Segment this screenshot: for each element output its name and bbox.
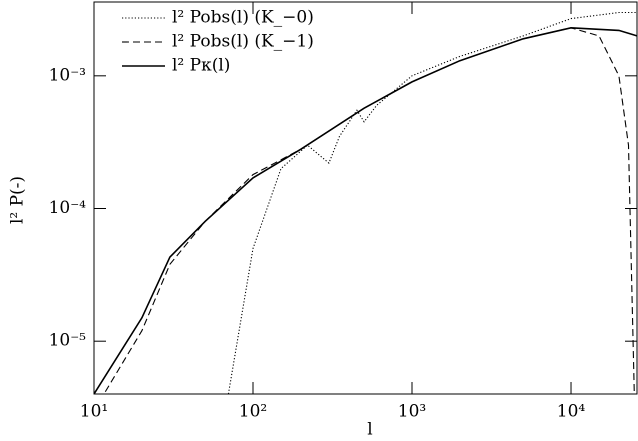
y-tick-label: 10⁻⁴ bbox=[49, 198, 87, 218]
legend-label: l² Pobs(l) (K_−1) bbox=[172, 32, 314, 52]
plot-area bbox=[94, 11, 637, 394]
y-tick-label: 10⁻⁵ bbox=[49, 331, 87, 351]
x-tick-label: 10³ bbox=[398, 402, 426, 422]
x-tick-label: 10² bbox=[239, 402, 267, 422]
plot-frame bbox=[93, 1, 638, 395]
y-axis-label: l² P(-) bbox=[8, 176, 28, 224]
x-tick-label: 10⁴ bbox=[557, 402, 586, 422]
legend-label: l² Pκ(l) bbox=[172, 56, 230, 76]
series-line bbox=[227, 11, 637, 394]
series-line bbox=[94, 26, 637, 394]
x-axis-label: l bbox=[367, 420, 372, 440]
y-tick-label: 10⁻³ bbox=[49, 65, 86, 85]
series-line bbox=[103, 27, 635, 394]
x-tick-label: 10¹ bbox=[80, 402, 108, 422]
legend-label: l² Pobs(l) (K_−0) bbox=[172, 8, 314, 28]
